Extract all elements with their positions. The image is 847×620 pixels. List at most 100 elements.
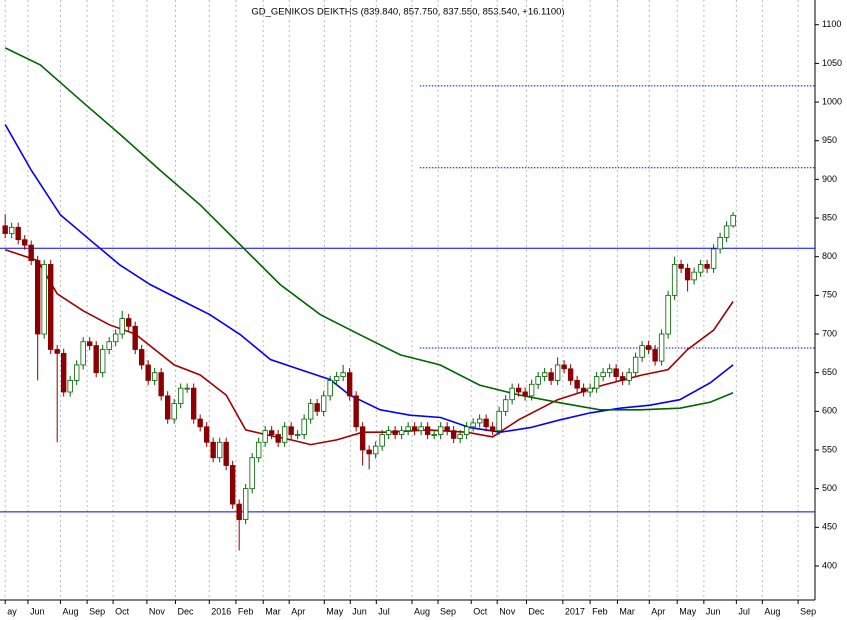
candle-body bbox=[476, 418, 483, 424]
candle-body bbox=[184, 387, 190, 390]
x-tick-label: Apr bbox=[291, 606, 305, 616]
candle-body bbox=[255, 441, 262, 459]
candle-body bbox=[554, 364, 561, 381]
x-tick-label: Dec bbox=[528, 606, 545, 616]
x-tick-label: Feb bbox=[592, 606, 608, 616]
candle-body bbox=[28, 244, 34, 261]
x-tick-label: Aug bbox=[764, 606, 780, 616]
candle-body bbox=[515, 387, 522, 393]
x-tick-label: May bbox=[679, 606, 697, 616]
y-tick-label: 650 bbox=[822, 367, 837, 377]
moving-average bbox=[4, 124, 734, 434]
x-tick-label: Mar bbox=[265, 606, 281, 616]
candle-body bbox=[164, 395, 171, 420]
candle-body bbox=[80, 341, 86, 366]
candle-body bbox=[691, 271, 697, 281]
candle-body bbox=[678, 264, 684, 269]
candle-body bbox=[606, 368, 613, 374]
candle-body bbox=[541, 372, 548, 377]
candle-body bbox=[723, 225, 730, 238]
y-tick-label: 700 bbox=[822, 328, 837, 338]
candle-body bbox=[275, 434, 281, 443]
candle-body bbox=[197, 418, 203, 428]
candle-body bbox=[86, 341, 93, 347]
candle-body bbox=[333, 376, 340, 381]
candle-body bbox=[210, 441, 216, 459]
x-tick-label: Jul bbox=[378, 606, 390, 616]
candle-body bbox=[190, 387, 197, 420]
y-tick-label: 1050 bbox=[822, 58, 842, 68]
candle-body bbox=[489, 426, 496, 432]
candle-body bbox=[158, 372, 164, 397]
candle-body bbox=[431, 434, 437, 436]
candle-body bbox=[587, 387, 593, 393]
candle-body bbox=[8, 226, 15, 234]
candle-body bbox=[652, 349, 658, 362]
candle-body bbox=[509, 387, 515, 401]
candle-body bbox=[112, 333, 119, 343]
candle-body bbox=[242, 488, 249, 520]
x-tick-label: Jul bbox=[738, 606, 750, 616]
x-tick-label: Sep bbox=[440, 606, 456, 616]
candle-body bbox=[54, 349, 60, 354]
candle-body bbox=[658, 333, 665, 362]
candle-body bbox=[626, 372, 632, 381]
candle-body bbox=[411, 426, 418, 432]
candle-body bbox=[171, 403, 177, 420]
candle-body bbox=[262, 430, 268, 443]
candle-body bbox=[496, 410, 502, 432]
y-tick-label: 450 bbox=[822, 522, 837, 532]
candle-body bbox=[314, 403, 320, 412]
candle-body bbox=[704, 264, 710, 269]
x-tick-label: Oct bbox=[473, 606, 488, 616]
candle-body bbox=[645, 345, 652, 350]
candle-body bbox=[522, 391, 528, 397]
x-tick-label: Nov bbox=[499, 606, 516, 616]
candle-body bbox=[379, 434, 385, 447]
candle-body bbox=[353, 395, 359, 428]
candle-body bbox=[138, 349, 145, 366]
candle-body bbox=[671, 264, 678, 296]
candle-body bbox=[294, 434, 301, 436]
candle-body bbox=[710, 248, 717, 269]
candle-body bbox=[561, 364, 567, 370]
candle-body bbox=[463, 426, 470, 435]
x-tick-label: 2017 bbox=[565, 606, 585, 616]
candle-body bbox=[457, 434, 463, 439]
candle-body bbox=[151, 372, 158, 381]
candle-body bbox=[444, 426, 450, 432]
candle-body bbox=[132, 325, 138, 350]
candle-body bbox=[119, 318, 125, 335]
candle-body bbox=[93, 345, 99, 374]
x-tick-label: Aug bbox=[414, 606, 430, 616]
candle-body bbox=[502, 399, 509, 412]
candle-body bbox=[99, 349, 106, 374]
candle-body bbox=[223, 441, 229, 466]
candle-body bbox=[67, 380, 73, 393]
candle-body bbox=[177, 387, 184, 405]
candle-body bbox=[697, 264, 704, 273]
y-tick-label: 1000 bbox=[822, 96, 842, 106]
x-tick-label: Sep bbox=[89, 606, 105, 616]
y-tick-label: 400 bbox=[822, 560, 837, 570]
y-tick-label: 500 bbox=[822, 483, 837, 493]
x-tick-label: ay bbox=[7, 606, 17, 616]
candle-body bbox=[366, 449, 372, 455]
candle-body bbox=[2, 225, 8, 234]
candle-body bbox=[320, 395, 327, 412]
candle-body bbox=[327, 380, 333, 397]
x-tick-label: Dec bbox=[177, 606, 194, 616]
candle-body bbox=[424, 426, 431, 435]
candle-body bbox=[418, 426, 424, 432]
x-tick-label: Oct bbox=[115, 606, 130, 616]
candle-body bbox=[619, 376, 626, 381]
x-tick-label: May bbox=[326, 606, 344, 616]
candle-body bbox=[268, 430, 275, 435]
candle-body bbox=[385, 430, 392, 435]
x-tick-label: Aug bbox=[62, 606, 78, 616]
x-tick-label: Mar bbox=[619, 606, 635, 616]
y-tick-label: 850 bbox=[822, 212, 837, 222]
candle-body bbox=[717, 236, 723, 250]
candle-body bbox=[236, 503, 242, 520]
x-tick-label: Nov bbox=[149, 606, 166, 616]
